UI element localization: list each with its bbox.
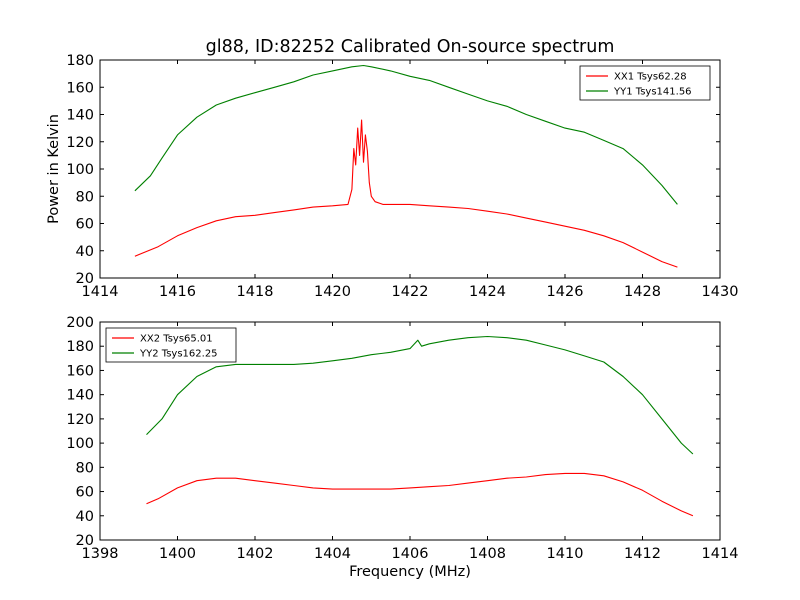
- x-tick-label: 1398: [82, 546, 119, 562]
- x-tick-label: 1408: [469, 546, 506, 562]
- x-tick-label: 1410: [547, 546, 584, 562]
- x-tick-label: 1416: [159, 284, 196, 300]
- y-tick-label: 200: [66, 315, 94, 331]
- legend-entry: XX1 Tsys62.28: [614, 72, 687, 83]
- y-tick-label: 160: [66, 363, 94, 379]
- x-tick-label: 1430: [702, 284, 739, 300]
- y-tick-label: 60: [76, 217, 94, 233]
- legend-entry: YY1 Tsys141.56: [613, 87, 692, 98]
- legend-box: [579, 65, 711, 101]
- y-tick-label: 20: [76, 271, 94, 287]
- y-tick-label: 40: [76, 509, 94, 525]
- x-tick-label: 1422: [392, 284, 429, 300]
- x-tick-label: 1420: [314, 284, 351, 300]
- x-tick-label: 1414: [702, 546, 739, 562]
- x-tick-label: 1412: [624, 546, 661, 562]
- x-tick-label: 1406: [392, 546, 429, 562]
- x-tick-label: 1426: [547, 284, 584, 300]
- series-line-xx1: [134, 119, 678, 268]
- y-tick-label: 60: [76, 485, 94, 501]
- legend: XX2 Tsys65.01 YY2 Tsys162.25: [105, 327, 237, 363]
- y-tick-label: 100: [66, 162, 94, 178]
- y-tick-label: 140: [66, 108, 94, 124]
- x-tick-label: 1414: [82, 284, 119, 300]
- x-tick-label: 1418: [237, 284, 274, 300]
- series-line-yy1: [134, 64, 678, 205]
- x-tick-label: 1404: [314, 546, 351, 562]
- x-axis-label: Frequency (MHz): [349, 564, 471, 580]
- y-tick-label: 40: [76, 244, 94, 260]
- top-chart: 1414 1416 1418 1420 1422 1424 1426 1428 1430 20 40…: [46, 37, 738, 300]
- y-axis-label: Power in Kelvin: [46, 114, 62, 224]
- y-tick-label: 140: [66, 388, 94, 404]
- y-tick-label: 180: [66, 53, 94, 69]
- legend: XX1 Tsys62.28 YY1 Tsys141.56: [579, 65, 711, 101]
- y-tick-label: 100: [66, 436, 94, 452]
- series-line-yy2: [146, 335, 694, 455]
- y-tick-label: 80: [76, 460, 94, 476]
- bottom-chart: 1398 1400 1402 1404 1406 1408 1410 1412 1414 20 40…: [66, 315, 738, 580]
- x-tick-label: 1400: [159, 546, 196, 562]
- x-tick-label: 1428: [624, 284, 661, 300]
- y-tick-label: 120: [66, 135, 94, 151]
- series-line-xx2: [146, 472, 694, 517]
- y-tick-label: 120: [66, 412, 94, 428]
- x-tick-label: 1424: [469, 284, 506, 300]
- y-tick-label: 80: [76, 189, 94, 205]
- legend-entry: XX2 Tsys65.01: [140, 334, 213, 345]
- y-tick-label: 20: [76, 533, 94, 549]
- chart-title: gl88, ID:82252 Calibrated On-source spec…: [206, 37, 615, 57]
- legend-box: [105, 327, 237, 363]
- y-tick-label: 160: [66, 80, 94, 96]
- x-tick-label: 1402: [237, 546, 274, 562]
- y-tick-label: 180: [66, 339, 94, 355]
- legend-entry: YY2 Tsys162.25: [139, 349, 218, 360]
